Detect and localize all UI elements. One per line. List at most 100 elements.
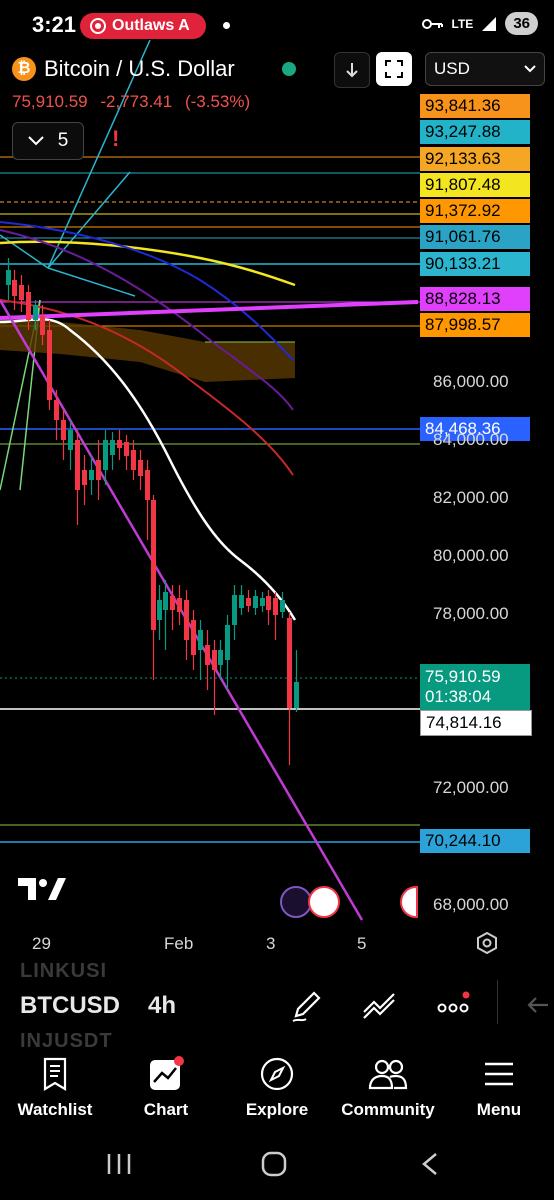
candle-body — [6, 270, 11, 285]
time-axis-label: Feb — [164, 934, 194, 953]
battery-indicator: 36 — [505, 12, 538, 35]
candle-body — [232, 595, 237, 625]
price-level-label[interactable]: 84,468.36 — [420, 417, 530, 441]
symbol-selector[interactable]: BTCUSD — [20, 992, 120, 1019]
record-icon — [90, 18, 106, 34]
chart-icon — [150, 1056, 184, 1090]
candle-body — [61, 420, 66, 440]
chevron-down-icon — [524, 65, 536, 73]
candle-body — [280, 600, 285, 612]
price-level-label[interactable]: 70,244.10 — [420, 829, 530, 853]
notification-text: Outlaws A — [112, 17, 190, 34]
scroll-down-button[interactable] — [334, 52, 370, 88]
indicators-toggle-button[interactable]: 5 — [12, 122, 84, 160]
candle-body — [218, 650, 223, 665]
candle-body — [110, 440, 115, 455]
symbol-title: Bitcoin / U.S. Dollar — [44, 56, 235, 81]
candle-body — [131, 450, 136, 470]
price-level-label[interactable]: 91,807.48 — [420, 173, 530, 197]
candle-body — [68, 430, 73, 450]
candle-body — [266, 596, 271, 610]
price-axis-tick: 72,000.00 — [433, 778, 509, 797]
candle-body — [103, 440, 108, 470]
price-change-row: 75,910.59 -2,773.41 (-3.53%) — [12, 92, 258, 112]
status-time: 3:21 — [32, 12, 77, 37]
candle-body — [212, 650, 217, 670]
candle-body — [145, 470, 150, 500]
price-axis-tick: 78,000.00 — [433, 604, 509, 623]
nav-explore[interactable]: Explore — [227, 1054, 327, 1120]
back-arrow-icon[interactable] — [526, 994, 550, 1016]
interval-selector[interactable]: 4h — [148, 992, 177, 1019]
back-icon[interactable] — [420, 1152, 440, 1176]
key-icon — [421, 18, 443, 29]
watchlist-next-symbol[interactable]: INJUSDT — [20, 1030, 113, 1052]
price-level-label[interactable]: 91,061.76 — [420, 225, 530, 249]
price-level-label[interactable]: 90,133.21 — [420, 252, 530, 276]
price-level-label[interactable]: 93,247.88 — [420, 120, 530, 144]
price-level-label[interactable]: 93,841.36 — [420, 94, 530, 118]
system-navigation-bar — [0, 1130, 554, 1200]
symbol-header[interactable]: ₿ Bitcoin / U.S. Dollar — [12, 56, 235, 82]
nav-label: Explore — [245, 1100, 309, 1119]
nav-label: Chart — [143, 1100, 189, 1119]
candle-body — [225, 625, 230, 660]
price-level-label[interactable]: 88,828.13 — [420, 287, 530, 311]
last-price-value: 75,910.59 — [425, 667, 501, 686]
home-icon[interactable] — [261, 1151, 287, 1177]
nav-label: Watchlist — [17, 1100, 93, 1119]
price-level-label[interactable]: 74,814.16 — [420, 710, 532, 736]
recent-apps-icon[interactable] — [106, 1152, 132, 1176]
time-axis-label: 3 — [266, 934, 276, 953]
us-flag-avatar-icon[interactable] — [308, 886, 340, 918]
price-level-label[interactable]: 92,133.63 — [420, 147, 530, 171]
candle-body — [163, 592, 168, 610]
candle-body — [205, 645, 210, 665]
candle-body — [96, 460, 101, 480]
status-icons: LTE 36 — [421, 12, 538, 35]
time-axis-label: 29 — [32, 934, 51, 953]
candle-body — [273, 598, 278, 615]
candle-body — [47, 330, 52, 400]
more-options-icon[interactable] — [436, 988, 472, 1024]
candle-body — [287, 618, 292, 708]
price-axis-tick: 86,000.00 — [433, 372, 509, 391]
price-level-label[interactable]: 75,910.59 01:38:04 — [420, 664, 530, 710]
candle-body — [26, 292, 31, 320]
candle-body — [170, 596, 175, 610]
nav-community[interactable]: Community — [338, 1054, 438, 1120]
candle-body — [198, 630, 203, 650]
candle-body — [82, 470, 87, 485]
candle-body — [157, 600, 162, 620]
compass-icon — [260, 1057, 294, 1091]
watchlist-prev-symbol[interactable]: LINKUSI — [20, 960, 107, 982]
toolbar-divider — [497, 980, 498, 1024]
nav-chart[interactable]: Chart — [116, 1054, 216, 1120]
currency-value: USD — [434, 59, 470, 78]
candle-body — [191, 620, 196, 655]
price-axis-tick: 84,000.00 — [433, 430, 509, 449]
chart-settings-icon[interactable] — [476, 932, 498, 954]
notification-pill[interactable]: Outlaws A — [80, 13, 206, 39]
candle-body — [138, 460, 143, 476]
price-level-label[interactable]: 87,998.57 — [420, 313, 530, 337]
indicator-count: 5 — [57, 130, 69, 151]
drawing-pen-icon[interactable] — [288, 988, 324, 1024]
time-axis-label: 5 — [357, 934, 367, 953]
bitcoin-icon: ₿ — [12, 57, 36, 81]
price-axis-tick: 68,000.00 — [433, 895, 509, 914]
signal-icon — [482, 16, 497, 31]
last-price: 75,910.59 — [12, 92, 88, 111]
candle-body — [151, 500, 156, 630]
currency-select[interactable]: USD — [425, 52, 545, 86]
compare-lines-icon[interactable] — [362, 988, 398, 1024]
candle-body — [184, 600, 189, 640]
chart-canvas[interactable] — [0, 0, 554, 960]
alert-icon[interactable]: ! — [112, 126, 120, 151]
nav-watchlist[interactable]: Watchlist — [5, 1054, 105, 1120]
nav-menu[interactable]: Menu — [449, 1054, 549, 1120]
network-type: LTE — [451, 16, 474, 31]
price-level-label[interactable]: 91,372.92 — [420, 199, 530, 223]
price-axis-tick: 80,000.00 — [433, 546, 509, 565]
fullscreen-button[interactable] — [376, 52, 412, 86]
